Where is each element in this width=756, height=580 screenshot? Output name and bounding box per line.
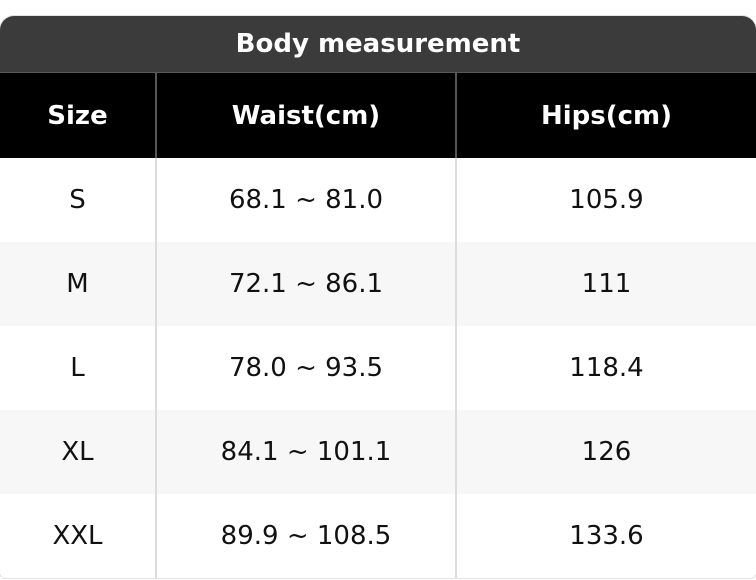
table-cell: 111 xyxy=(455,242,756,326)
table-title: Body measurement xyxy=(0,16,756,73)
table-cell: 84.1 ~ 101.1 xyxy=(155,410,455,494)
table-cell: 105.9 xyxy=(455,158,756,242)
column-header: Hips(cm) xyxy=(455,73,756,158)
table-row: XL 84.1 ~ 101.1 126 xyxy=(0,410,756,494)
table-cell: S xyxy=(69,185,86,215)
table-row: XXL 89.9 ~ 108.5 133.6 xyxy=(0,494,756,578)
table-cell: M xyxy=(66,269,89,299)
table-row: L 78.0 ~ 93.5 118.4 xyxy=(0,326,756,410)
table-cell: 126 xyxy=(455,410,756,494)
size-table: Body measurement Size Waist(cm) Hips(cm) S 6… xyxy=(0,16,756,578)
table-cell: 68.1 ~ 81.0 xyxy=(155,158,455,242)
table-row: M 72.1 ~ 86.1 111 xyxy=(0,242,756,326)
table-cell: 118.4 xyxy=(455,326,756,410)
table-row: S 68.1 ~ 81.0 105.9 xyxy=(0,158,756,242)
table-cell: 89.9 ~ 108.5 xyxy=(155,494,455,578)
table-cell: L xyxy=(70,353,85,383)
table-body: Size Waist(cm) Hips(cm) S 68.1 ~ 81.0 105.9 M 7… xyxy=(0,73,756,578)
column-header: Waist(cm) xyxy=(155,73,455,158)
table-cell: 78.0 ~ 93.5 xyxy=(155,326,455,410)
column-header: Size xyxy=(47,100,108,131)
header-row: Size Waist(cm) Hips(cm) xyxy=(0,73,756,158)
table-cell: 72.1 ~ 86.1 xyxy=(155,242,455,326)
table-cell: 133.6 xyxy=(455,494,756,578)
table-cell: XL xyxy=(61,437,94,467)
table-cell: XXL xyxy=(52,521,103,551)
